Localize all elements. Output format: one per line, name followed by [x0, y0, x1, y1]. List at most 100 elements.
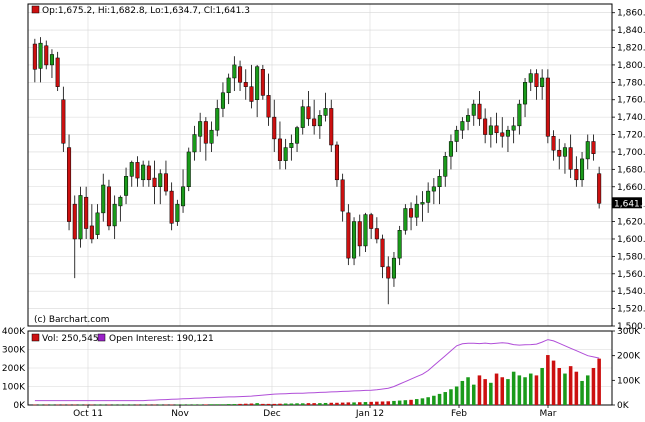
candle [426, 182, 431, 213]
candle [334, 141, 339, 187]
candle-body [312, 118, 317, 127]
candle [272, 99, 277, 152]
candle-body [443, 156, 448, 177]
candle [135, 156, 140, 187]
volume-bar [90, 404, 94, 406]
candle-body [55, 57, 60, 87]
candle [551, 130, 556, 161]
candle [38, 37, 43, 83]
candle [540, 69, 545, 100]
volume-bar [517, 375, 522, 405]
price-tick-label: 1,500.0 [617, 322, 645, 332]
price-tick-label: 1,620.0 [617, 218, 645, 228]
volume-bar [124, 404, 128, 406]
volume-bar [409, 399, 413, 405]
candle [477, 91, 482, 126]
volume-bar [494, 373, 499, 405]
candle [44, 40, 49, 70]
volume-bar [540, 368, 544, 405]
candle [84, 186, 89, 239]
candle-body [511, 125, 516, 131]
price-tick-label: 1,560.0 [617, 270, 645, 280]
volume-bar [221, 404, 225, 405]
open-interest-legend: Open Interest: 190,121 [109, 334, 214, 344]
candle [175, 199, 180, 226]
candle-body [517, 103, 522, 127]
volume-bar [460, 380, 465, 405]
volume-bar [55, 404, 60, 406]
volume-bar [95, 404, 100, 406]
volume-bar [335, 402, 339, 405]
candle-body [277, 138, 282, 161]
volume-bar [426, 397, 430, 405]
candle [72, 195, 77, 279]
candle [209, 121, 214, 152]
date-tick-label: Nov [171, 409, 189, 419]
candle [255, 64, 260, 118]
volume-bar [585, 375, 590, 405]
candle-body [488, 125, 493, 135]
candle [306, 91, 311, 126]
candle-body [323, 108, 328, 116]
candle-body [597, 173, 602, 204]
volume-bar [397, 400, 402, 405]
candle [517, 99, 522, 135]
price-tick-label: 1,700.0 [617, 148, 645, 158]
candle-body [437, 176, 442, 188]
candle-body [300, 106, 305, 128]
candle-body [568, 147, 573, 170]
candle [568, 134, 573, 179]
volume-bar [164, 404, 168, 406]
date-tick-label: Jan 12 [355, 409, 384, 419]
volume-bar [50, 404, 54, 406]
candle [483, 108, 488, 144]
open-interest-line [34, 339, 600, 402]
candle [454, 125, 459, 152]
candle-body [146, 165, 151, 181]
candle-body [209, 129, 214, 144]
candle-body [528, 73, 533, 83]
volume-legend: Vol: 250,545 [42, 334, 99, 344]
candle [597, 166, 602, 209]
volume-bar [101, 404, 106, 406]
candle-body [61, 99, 66, 144]
candle [420, 191, 425, 222]
volume-bar [392, 400, 396, 405]
volume-tick-label: 200K [2, 364, 26, 374]
candle [471, 99, 476, 126]
volume-bar [340, 402, 345, 405]
candle-body [255, 66, 260, 100]
candle-body [141, 164, 146, 181]
date-axis-labels: Oct 11 Nov Dec Jan 12 Feb Mar [73, 405, 557, 419]
candle-body [534, 73, 539, 87]
candle [181, 169, 186, 213]
price-tick-label: 1,860.0 [617, 9, 645, 19]
candle [562, 143, 567, 174]
candle-body [346, 212, 351, 259]
candle [146, 160, 151, 187]
candle-body [454, 129, 459, 142]
volume-bar [506, 379, 510, 405]
candle-body [306, 106, 311, 120]
candle [437, 169, 442, 205]
price-tick-label: 1,580.0 [617, 252, 645, 262]
volume-bar [169, 404, 174, 406]
volume-bar [192, 404, 197, 405]
volume-bar [147, 404, 151, 406]
volume-bar [175, 404, 180, 406]
volume-bar [300, 403, 305, 405]
volume-bar [432, 395, 436, 405]
volume-bar [243, 403, 248, 405]
volume-bar [471, 384, 476, 405]
candle-body [574, 169, 579, 181]
candle [220, 82, 225, 118]
candle-body [198, 121, 203, 137]
candle [414, 195, 419, 226]
price-panel-frame [27, 3, 613, 327]
volume-bar [44, 404, 49, 406]
open-interest-tick-label: 200K [617, 352, 641, 362]
volume-bar [369, 401, 373, 405]
candle-body [44, 45, 49, 66]
volume-bar [158, 404, 163, 406]
volume-bar [597, 358, 601, 405]
